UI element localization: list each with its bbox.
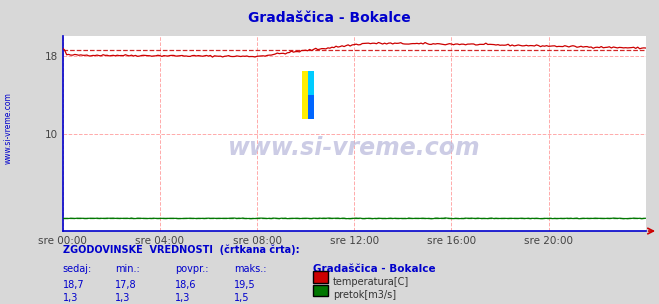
Bar <box>302 71 314 119</box>
Text: 1,3: 1,3 <box>175 293 190 303</box>
Bar <box>308 71 314 119</box>
Text: 19,5: 19,5 <box>234 280 256 290</box>
Text: povpr.:: povpr.: <box>175 264 208 275</box>
Text: maks.:: maks.: <box>234 264 266 275</box>
Text: sedaj:: sedaj: <box>63 264 92 275</box>
Text: 1,5: 1,5 <box>234 293 250 303</box>
Text: temperatura[C]: temperatura[C] <box>333 277 409 287</box>
Text: 18,7: 18,7 <box>63 280 84 290</box>
Text: Gradaščica - Bokalce: Gradaščica - Bokalce <box>313 264 436 275</box>
Text: www.si-vreme.com: www.si-vreme.com <box>228 136 480 160</box>
Text: Gradaščica - Bokalce: Gradaščica - Bokalce <box>248 11 411 25</box>
Text: 1,3: 1,3 <box>63 293 78 303</box>
Text: pretok[m3/s]: pretok[m3/s] <box>333 290 396 300</box>
Bar <box>308 71 314 95</box>
Text: 17,8: 17,8 <box>115 280 137 290</box>
Text: ZGODOVINSKE  VREDNOSTI  (črtkana črta):: ZGODOVINSKE VREDNOSTI (črtkana črta): <box>63 245 299 255</box>
Text: min.:: min.: <box>115 264 140 275</box>
Text: 18,6: 18,6 <box>175 280 196 290</box>
Text: 1,3: 1,3 <box>115 293 130 303</box>
Text: www.si-vreme.com: www.si-vreme.com <box>3 92 13 164</box>
